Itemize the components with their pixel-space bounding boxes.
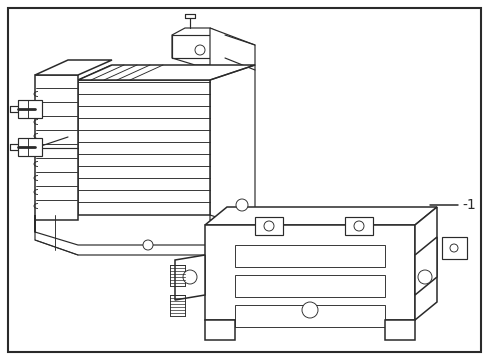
Polygon shape (172, 28, 225, 65)
Polygon shape (205, 225, 415, 320)
Polygon shape (255, 217, 283, 235)
Polygon shape (345, 217, 373, 235)
Polygon shape (442, 237, 467, 259)
Circle shape (418, 270, 432, 284)
Circle shape (264, 221, 274, 231)
Polygon shape (385, 320, 415, 340)
Circle shape (195, 45, 205, 55)
Polygon shape (235, 275, 385, 297)
Circle shape (236, 199, 248, 211)
Circle shape (354, 221, 364, 231)
Text: -1: -1 (462, 198, 476, 212)
Circle shape (143, 240, 153, 250)
Polygon shape (35, 75, 78, 220)
Circle shape (183, 270, 197, 284)
Polygon shape (175, 255, 205, 300)
Polygon shape (78, 65, 255, 80)
Polygon shape (415, 237, 437, 295)
Polygon shape (205, 207, 437, 225)
Polygon shape (235, 245, 385, 267)
Circle shape (450, 244, 458, 252)
Polygon shape (210, 28, 255, 235)
Polygon shape (35, 60, 112, 75)
Circle shape (302, 302, 318, 318)
Polygon shape (205, 320, 235, 340)
Polygon shape (35, 215, 255, 255)
Polygon shape (18, 138, 42, 156)
Polygon shape (18, 100, 42, 118)
Polygon shape (415, 207, 437, 320)
Polygon shape (78, 80, 210, 215)
Polygon shape (235, 305, 385, 327)
